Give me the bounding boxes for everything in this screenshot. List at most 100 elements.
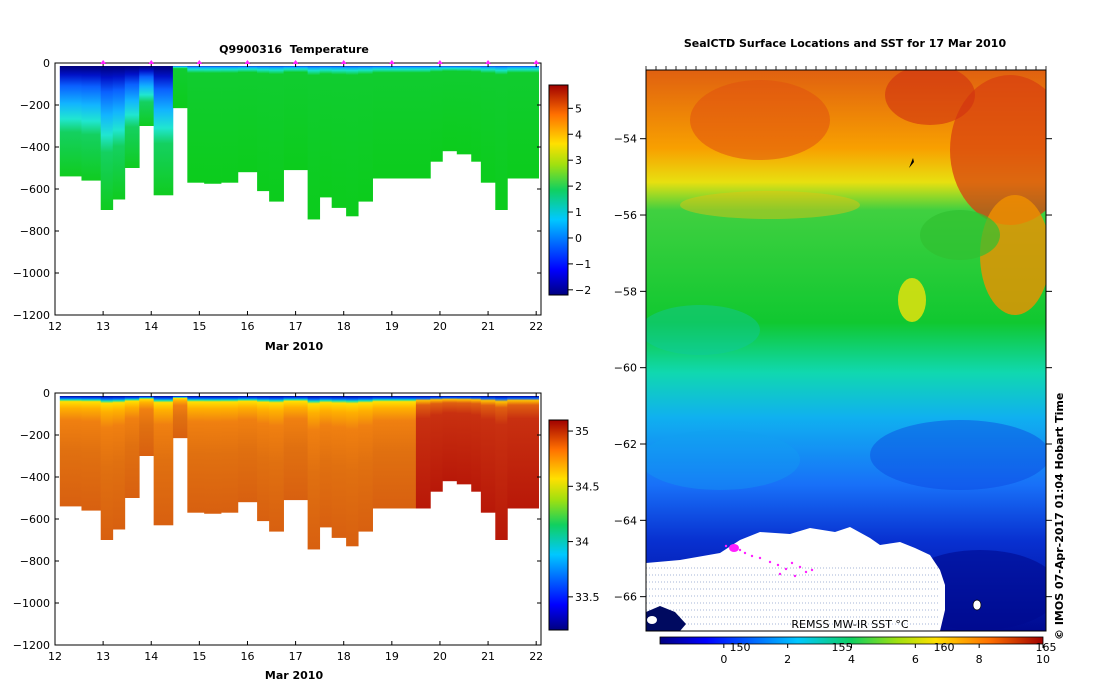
x-tick-label: 15 (192, 650, 206, 663)
profile-column (456, 66, 472, 155)
sst-map-axes: −54 −56 −58 −60 −62 −64 −66 (614, 66, 1052, 604)
profile-column (221, 66, 239, 183)
profile-column (480, 396, 496, 513)
warm-tongue (898, 278, 926, 322)
sst-colorbar: 0 2 4 6 8 10 150 155 160 165 (659, 636, 1057, 666)
credit-text: © IMOS 07-Apr-2017 01:04 Hobart Time (1053, 393, 1066, 640)
lat-tick-label: −56 (614, 209, 637, 222)
profile-column (100, 396, 114, 540)
profile-column (415, 396, 431, 509)
profile-markers (100, 60, 540, 64)
x-tick-label: 19 (385, 650, 399, 663)
green-lobe (920, 210, 1000, 260)
cool-lobe (646, 305, 760, 355)
profile-column (269, 66, 284, 202)
lon-tick-label: 165 (1036, 641, 1057, 654)
profile-column (153, 396, 174, 526)
x-tick-label: 13 (96, 320, 110, 333)
profile-column (394, 66, 417, 179)
profile-column (81, 396, 102, 511)
profile-column (331, 396, 347, 538)
profile-column (204, 66, 222, 184)
profile-column (346, 396, 359, 547)
profile-column (471, 66, 482, 162)
profile-column (283, 66, 309, 171)
profile-column (257, 66, 270, 192)
land-mask (646, 527, 945, 631)
profile-column (124, 66, 140, 168)
seal-location (758, 556, 762, 560)
x-tick-label: 18 (337, 650, 351, 663)
seal-location (738, 548, 742, 552)
profile-column (283, 396, 309, 501)
lon-tick-label: 150 (730, 641, 751, 654)
x-tick-label: 15 (192, 320, 206, 333)
x-tick-label: 12 (48, 320, 62, 333)
sst-map-body: REMSS MW-IR SST °C (646, 70, 1046, 631)
sst-map-title: SealCTD Surface Locations and SST for 17… (684, 37, 1007, 50)
temperature-title: Q9900316 Temperature (219, 43, 369, 56)
colorbar-tick-label: 3 (575, 154, 582, 167)
profile-column (112, 66, 126, 200)
sst-map-panel: SealCTD Surface Locations and SST for 17… (614, 37, 1066, 666)
profile-column (139, 396, 155, 456)
salinity-section-body (59, 396, 539, 550)
profile-column (372, 66, 395, 179)
profile-marker (388, 60, 395, 64)
temperature-xlabel: Mar 2010 (265, 340, 324, 353)
seal-location (804, 570, 808, 574)
x-tick-label: 22 (529, 320, 543, 333)
profile-column (507, 66, 539, 179)
profile-column (358, 66, 373, 202)
colorbar-tick-label: 5 (575, 102, 582, 115)
x-tick-label: 20 (433, 650, 447, 663)
x-tick-label: 14 (144, 320, 158, 333)
small-iceberg (972, 599, 982, 611)
x-tick-label: 21 (481, 650, 495, 663)
lat-tick-label: −62 (614, 438, 637, 451)
profile-column (495, 396, 508, 540)
x-tick-label: 12 (48, 650, 62, 663)
salinity-colorbar: 33.5 34 34.5 35 (548, 419, 600, 631)
profile-marker (196, 60, 203, 64)
seal-location (784, 567, 788, 571)
x-tick-label: 16 (240, 650, 254, 663)
warm-tongue (980, 195, 1046, 315)
colorbar-tick-label: 6 (912, 653, 919, 666)
seal-location (778, 572, 782, 576)
seal-location (724, 544, 728, 548)
profile-column (507, 396, 539, 509)
land-hatch (646, 567, 940, 625)
lon-tick-label: 160 (934, 641, 955, 654)
y-tick-label: −400 (20, 141, 50, 154)
y-tick-label: −1000 (13, 267, 50, 280)
x-tick-label: 13 (96, 650, 110, 663)
seal-location (793, 574, 797, 578)
y-tick-label: −800 (20, 225, 50, 238)
profile-column (257, 396, 270, 522)
x-tick-label: 20 (433, 320, 447, 333)
profile-column (307, 396, 321, 550)
seal-location (750, 554, 754, 558)
y-tick-label: 0 (43, 57, 50, 70)
profile-column (237, 396, 258, 503)
profile-column (319, 396, 333, 528)
profile-column (187, 66, 205, 183)
colorbar-tick-label: 2 (784, 653, 791, 666)
profile-column (319, 66, 333, 198)
y-tick-label: 0 (43, 387, 50, 400)
warm-eddy (950, 75, 1046, 225)
seal-location-cluster (729, 544, 739, 552)
profile-column (358, 396, 373, 532)
colorbar-tick-label: 4 (848, 653, 855, 666)
coast-island (646, 606, 686, 631)
colorbar-tick-label: 8 (976, 653, 983, 666)
x-tick-label: 18 (337, 320, 351, 333)
profile-column (442, 66, 458, 152)
profile-column (204, 396, 222, 514)
cold-lobe (870, 420, 1046, 490)
colorbar-tick-label: 2 (575, 180, 582, 193)
profile-column (59, 396, 82, 507)
coast-island (647, 616, 657, 624)
